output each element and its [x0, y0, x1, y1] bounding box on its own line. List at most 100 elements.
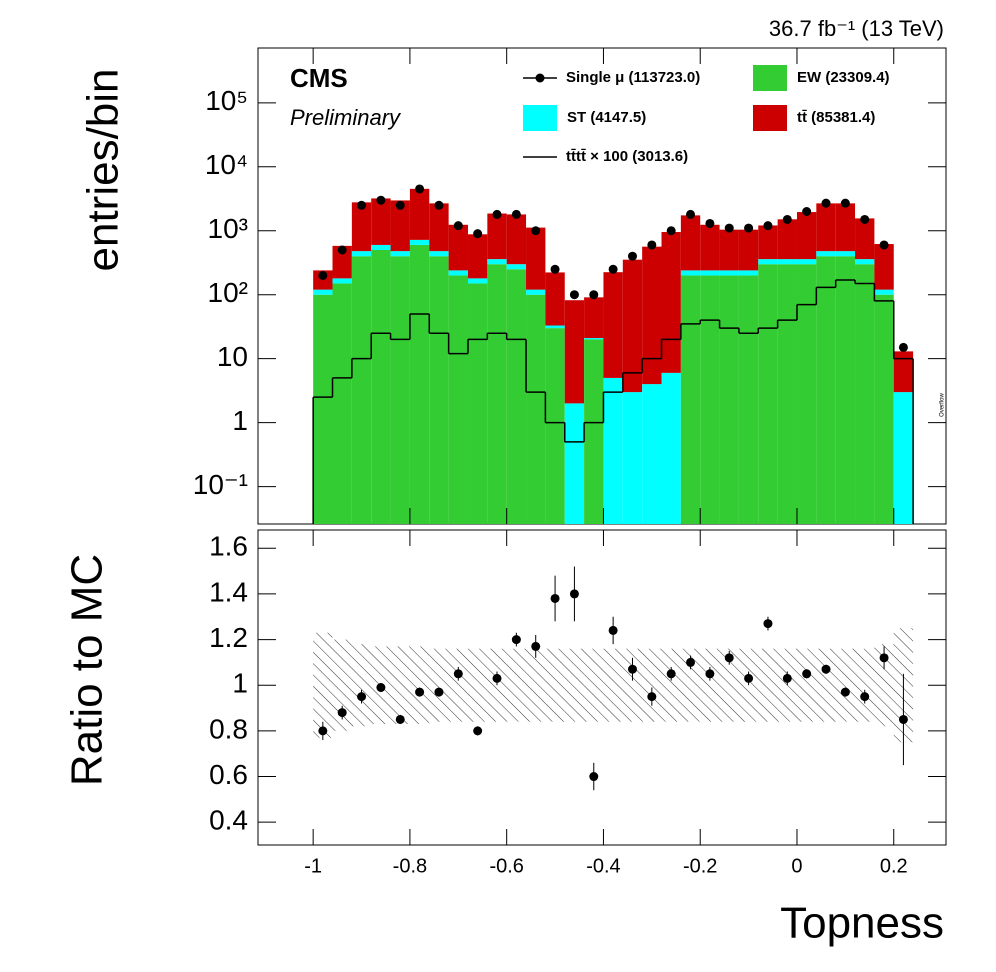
uncertainty-band — [796, 648, 817, 722]
ratio-point — [763, 619, 773, 629]
y-tick-label: 10² — [208, 277, 248, 308]
stack-bar — [796, 212, 817, 260]
data-point — [318, 270, 328, 280]
stack-bar — [642, 384, 662, 524]
stack-bar — [313, 294, 333, 524]
y-tick-label: 1.4 — [209, 576, 248, 607]
legend-label: ST (4147.5) — [567, 109, 646, 126]
uncertainty-band — [835, 648, 856, 722]
ratio-point — [434, 687, 444, 697]
stack-bar — [738, 229, 759, 271]
stack-bar — [545, 325, 565, 329]
ratio-point — [898, 714, 908, 724]
stack-bar — [758, 259, 778, 265]
legend-label: EW (23309.4) — [797, 69, 890, 86]
stack-bar — [719, 229, 739, 271]
ratio-point — [531, 641, 541, 651]
ratio-point — [569, 589, 579, 599]
stack-bar — [758, 225, 778, 260]
stack-bar — [371, 250, 391, 524]
stack-bar — [855, 218, 875, 260]
stack-bar — [874, 289, 894, 295]
stack-bar — [409, 244, 430, 524]
stack-bar — [680, 270, 701, 276]
y-tick-label: 10³ — [208, 213, 248, 244]
stack-bar — [467, 278, 488, 284]
ratio-point — [511, 635, 521, 645]
data-point — [589, 290, 599, 300]
legend-swatch — [753, 105, 787, 131]
uncertainty-band — [603, 648, 623, 722]
stack-bar — [816, 256, 836, 524]
legend-marker — [535, 73, 545, 83]
ratio-point — [337, 708, 347, 718]
y-tick-label: 10 — [217, 341, 248, 372]
stack-bar — [835, 203, 856, 252]
stack-bar — [332, 245, 352, 279]
stack-bar — [351, 251, 372, 257]
uncertainty-band — [332, 639, 352, 731]
stack-bar — [622, 392, 643, 524]
ratio-point — [589, 772, 599, 782]
y-tick-label: 10⁴ — [205, 149, 248, 180]
ratio-point — [705, 669, 715, 679]
data-point — [860, 214, 870, 224]
data-point — [357, 200, 367, 210]
ratio-point — [840, 687, 850, 697]
lumi: 36.7 fb⁻¹ (13 TeV) — [769, 16, 944, 41]
stack-bar — [545, 272, 565, 326]
stack-bar — [526, 289, 546, 295]
stack-bar — [661, 231, 681, 373]
data-point — [531, 226, 541, 236]
stack-bar — [584, 339, 604, 524]
ratio-point — [686, 657, 696, 667]
data-point — [666, 226, 676, 236]
stack-bar — [467, 283, 488, 524]
stack-bar — [467, 234, 488, 279]
data-point — [840, 198, 850, 208]
stack-bar — [371, 198, 391, 245]
cms-label: CMS — [290, 63, 348, 93]
data-point — [898, 342, 908, 352]
stack-bar — [448, 270, 468, 276]
stack-bar — [700, 275, 720, 524]
legend-swatch — [523, 105, 557, 131]
stack-bar — [506, 269, 527, 524]
overflow-label: Overflow — [940, 392, 946, 416]
uncertainty-band — [467, 648, 488, 722]
stack-bar — [738, 275, 759, 524]
uncertainty-band — [758, 648, 778, 722]
data-point — [879, 240, 889, 250]
data-point — [376, 195, 386, 205]
y-tick-label: 1 — [232, 405, 248, 436]
uncertainty-band — [816, 648, 836, 722]
stack-bar — [680, 215, 701, 271]
stack-bar — [313, 289, 333, 295]
stack-bar — [429, 251, 449, 257]
stack-bar — [796, 259, 817, 265]
ratio-point — [666, 669, 676, 679]
stack-bar — [719, 275, 739, 524]
stack-bar — [893, 392, 914, 524]
ratio-point — [415, 687, 425, 697]
data-point — [608, 264, 618, 274]
stack-bar — [738, 270, 759, 276]
y-tick-label: 0.4 — [209, 805, 248, 836]
x-tick-label: 0.2 — [880, 855, 908, 877]
uncertainty-band — [545, 648, 565, 722]
data-point — [627, 251, 637, 261]
uncertainty-band — [390, 646, 410, 725]
ratio-point — [744, 673, 754, 683]
stack-bar — [371, 244, 391, 251]
y-axis-title: entries/bin — [79, 68, 128, 271]
stack-bar — [642, 246, 662, 385]
uncertainty-band — [874, 644, 894, 727]
data-point — [744, 223, 754, 233]
uncertainty-band — [313, 632, 333, 738]
ratio-point — [376, 683, 386, 692]
stack-bar — [893, 351, 914, 393]
stack-bar — [390, 200, 410, 252]
stack-bar — [719, 270, 739, 276]
data-point — [705, 218, 715, 228]
